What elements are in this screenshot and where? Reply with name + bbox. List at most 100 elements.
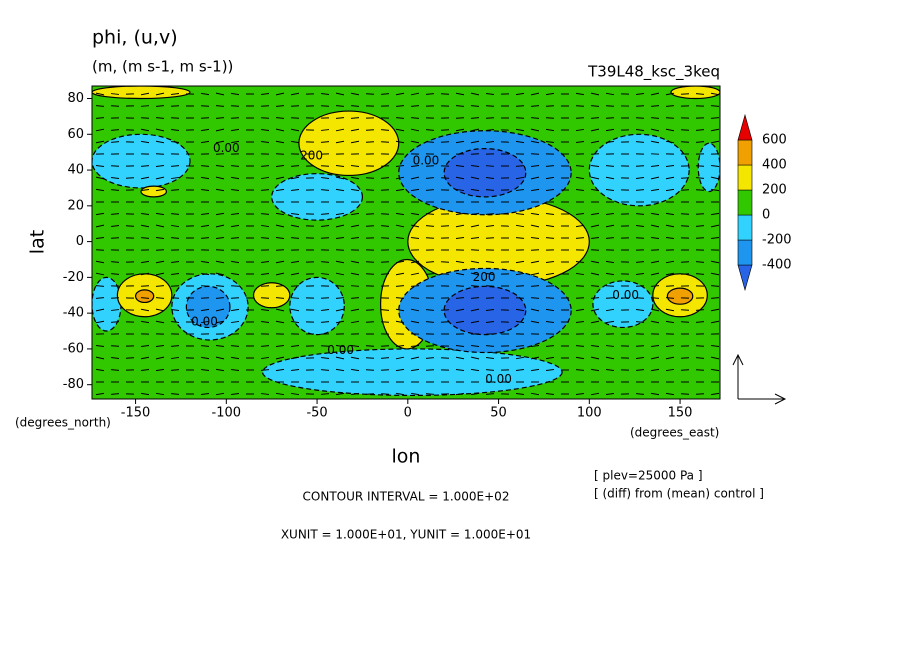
- wind-vector: [335, 176, 345, 180]
- wind-vector: [710, 297, 720, 299]
- wind-vector: [650, 140, 660, 144]
- wind-vector: [95, 188, 105, 192]
- wind-vector: [290, 105, 300, 107]
- wind-vector: [350, 165, 360, 167]
- wind-vector: [200, 392, 210, 396]
- wind-vector: [335, 320, 345, 324]
- wind-vector: [365, 93, 375, 95]
- wind-vector: [410, 320, 420, 324]
- wind-vector: [215, 128, 225, 132]
- wind-vector: [170, 237, 180, 239]
- wind-vector: [320, 369, 330, 371]
- wind-vector: [695, 393, 705, 395]
- wind-vector: [425, 357, 435, 359]
- wind-vector: [290, 260, 300, 264]
- contour-region: [262, 348, 563, 397]
- wind-vector: [665, 92, 675, 96]
- wind-vector: [170, 261, 180, 263]
- wind-vector: [155, 128, 165, 132]
- wind-vector: [410, 368, 420, 372]
- wind-vector: [710, 188, 720, 192]
- wind-vector: [335, 92, 345, 96]
- wind-vector: [260, 176, 270, 180]
- wind-vector: [635, 261, 645, 263]
- wind-vector: [665, 212, 675, 216]
- wind-vector: [155, 140, 165, 144]
- wind-vector: [335, 117, 345, 119]
- wind-vector: [530, 236, 540, 240]
- wind-vector: [665, 237, 675, 239]
- wind-vector: [410, 224, 420, 228]
- wind-vector: [575, 224, 585, 228]
- wind-vector: [95, 128, 105, 132]
- wind-vector: [605, 165, 615, 167]
- wind-vector: [140, 260, 150, 264]
- wind-vector: [155, 285, 165, 287]
- wind-vector: [395, 308, 405, 312]
- wind-vector: [215, 297, 225, 299]
- colorbar-label: -200: [762, 233, 792, 248]
- wind-vector: [530, 260, 540, 264]
- wind-vector: [545, 320, 555, 324]
- wind-vector: [350, 224, 360, 228]
- wind-vector: [230, 320, 240, 324]
- wind-vector: [455, 117, 465, 119]
- wind-vector: [545, 356, 555, 360]
- wind-vector: [140, 92, 150, 96]
- wind-vector: [515, 260, 525, 264]
- wind-vector: [650, 272, 660, 276]
- wind-vector: [575, 140, 585, 144]
- wind-vector: [320, 93, 330, 95]
- wind-vector: [695, 129, 705, 131]
- wind-vector: [470, 224, 480, 228]
- y-tick-label: 0: [76, 234, 84, 249]
- wind-vector: [530, 164, 540, 168]
- wind-vector: [275, 128, 285, 132]
- wind-vector: [275, 224, 285, 228]
- wind-vector: [170, 308, 180, 312]
- wind-vector: [335, 224, 345, 228]
- wind-vector: [275, 92, 285, 96]
- contour-region: [92, 133, 191, 189]
- wind-vector: [395, 92, 405, 96]
- wind-vector: [95, 344, 105, 348]
- wind-vector: [275, 320, 285, 324]
- wind-vector: [170, 128, 180, 132]
- wind-vector: [290, 237, 300, 239]
- y-tick-label: 60: [67, 127, 84, 142]
- wind-vector: [380, 357, 390, 359]
- contour-region: [140, 185, 168, 198]
- wind-vector: [290, 117, 300, 119]
- wind-vector: [665, 345, 675, 347]
- wind-vector: [170, 224, 180, 228]
- colorbar-swatch: [737, 164, 753, 191]
- wind-vector: [470, 308, 480, 312]
- wind-vector: [200, 272, 210, 276]
- wind-vector: [485, 165, 495, 167]
- wind-vector: [170, 321, 180, 323]
- wind-vector: [590, 272, 600, 276]
- wind-vector: [470, 128, 480, 132]
- colorbar-label: 200: [762, 183, 787, 198]
- wind-vector: [470, 236, 480, 240]
- wind-vector: [350, 320, 360, 324]
- wind-vector: [260, 321, 270, 323]
- wind-vector: [470, 188, 480, 192]
- wind-vector: [230, 165, 240, 167]
- wind-vector: [110, 177, 120, 179]
- wind-vector: [260, 213, 270, 215]
- wind-vector: [335, 356, 345, 360]
- wind-vector: [395, 188, 405, 192]
- wind-vector: [410, 188, 420, 192]
- wind-vector: [635, 357, 645, 359]
- wind-vector: [650, 392, 660, 396]
- wind-vector: [485, 213, 495, 215]
- wind-vector: [695, 261, 705, 263]
- wind-vector: [260, 272, 270, 276]
- wind-vector: [695, 93, 705, 95]
- wind-vector: [155, 105, 165, 107]
- wind-vector: [350, 368, 360, 372]
- wind-vector: [230, 176, 240, 180]
- wind-vector: [485, 176, 495, 180]
